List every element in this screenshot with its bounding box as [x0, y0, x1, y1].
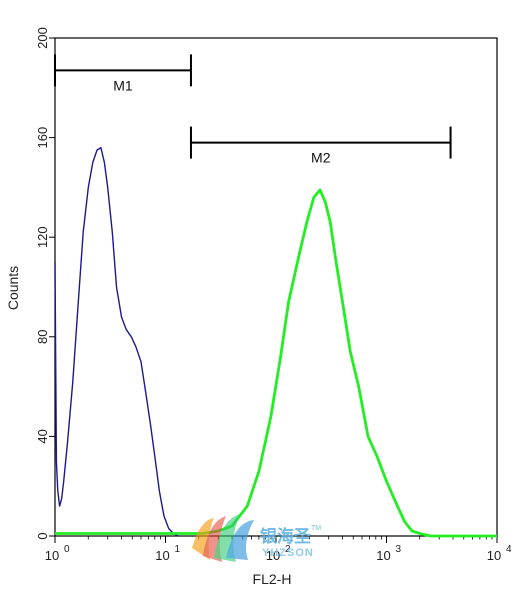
y-tick-label: 0	[35, 532, 50, 539]
x-tick-label: 10	[266, 548, 280, 563]
x-tick-label-exponent: 2	[285, 544, 291, 555]
gate-label: M2	[311, 150, 331, 166]
x-axis-title: FL2-H	[253, 571, 292, 587]
y-axis-title: Counts	[5, 266, 21, 310]
gates-layer: M1 M2	[54, 54, 452, 166]
x-tick-label: 10	[487, 548, 501, 563]
x-tick-label-exponent: 1	[175, 544, 181, 555]
x-tick-label-exponent: 0	[64, 544, 70, 555]
x-tick-label: 10	[155, 548, 169, 563]
y-tick-label: 200	[35, 27, 50, 49]
gate-label: M1	[113, 77, 133, 93]
x-tick-label: 10	[45, 548, 59, 563]
watermark-logo: 银海圣 TM YHZSON	[192, 514, 321, 562]
logo-icon	[192, 514, 254, 562]
watermark-trademark: TM	[311, 525, 321, 532]
y-tick-label: 80	[35, 330, 50, 344]
histogram-series-1	[54, 146, 179, 537]
x-tick-label-exponent: 3	[396, 544, 402, 555]
watermark-brand-cn: 银海圣	[260, 526, 312, 546]
y-tick-label: 40	[35, 429, 50, 443]
watermark-brand-en: YHZSON	[262, 547, 314, 559]
x-tick-label: 10	[376, 548, 390, 563]
y-tick-label: 120	[35, 226, 50, 248]
axes: 0 40 80 120 160 200 10 0 10 1 10 2 10 3 10 4	[35, 27, 512, 563]
x-tick-label-exponent: 4	[506, 544, 512, 555]
y-tick-label: 160	[35, 127, 50, 149]
